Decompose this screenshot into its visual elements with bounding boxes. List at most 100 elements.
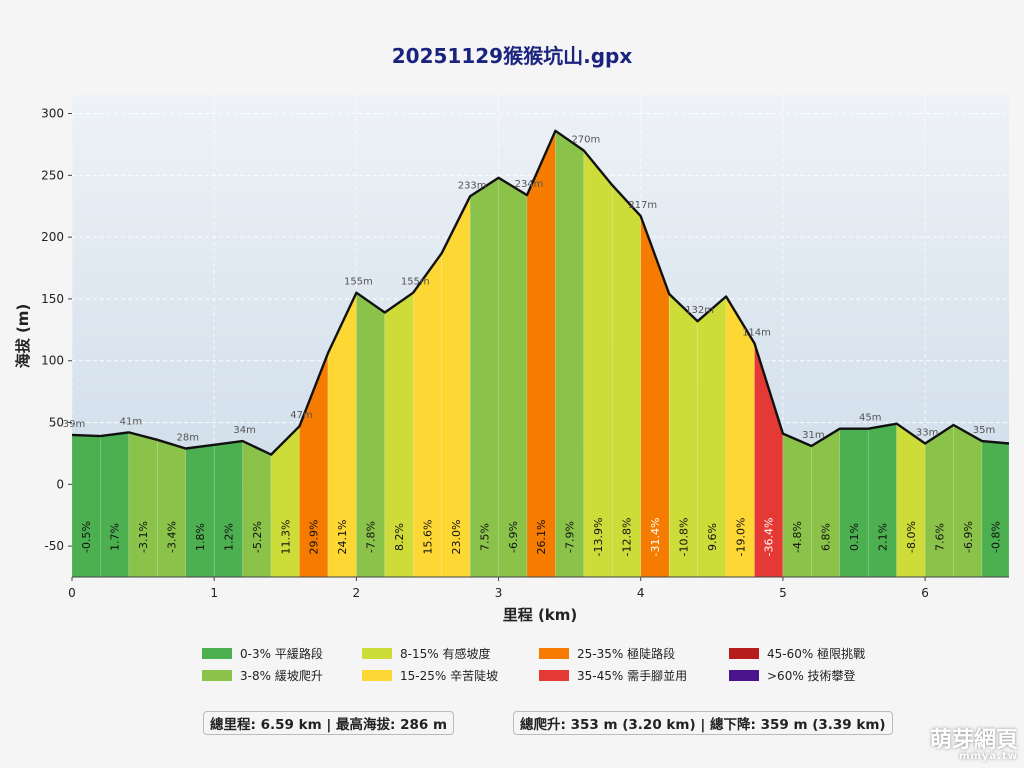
legend-item: 3-8% 緩坡爬升: [202, 667, 323, 684]
grade-label: -8.0%: [905, 521, 918, 553]
legend-label: 15-25% 辛苦陡坡: [400, 669, 499, 683]
grade-segment: [469, 177, 499, 578]
grade-segment: [583, 149, 613, 578]
grade-label: -19.0%: [734, 518, 747, 557]
elevation-label: 45m: [859, 413, 881, 424]
legend-swatch: [202, 648, 232, 659]
grade-label: -36.4%: [763, 518, 776, 557]
grade-label: -6.9%: [962, 521, 975, 553]
elevation-label: 132m: [685, 305, 714, 316]
elevation-label: 155m: [344, 277, 373, 288]
legend-item: 25-35% 極陡路段: [539, 645, 675, 662]
legend-item: 45-60% 極限挑戰: [729, 645, 865, 662]
watermark-sub: mmya.tw: [959, 751, 1018, 762]
stats-ascent-box: 總爬升: 353 m (3.20 km) | 總下降: 359 m (3.39 …: [513, 711, 893, 735]
grade-label: -12.8%: [621, 518, 634, 557]
elevation-label: 234m: [515, 179, 544, 190]
grade-segment: [896, 423, 926, 578]
grade-label: 1.8%: [194, 523, 207, 551]
elevation-label: 114m: [742, 327, 771, 338]
grade-label: -5.2%: [251, 521, 264, 553]
grade-label: 1.2%: [222, 523, 235, 551]
legend-label: 0-3% 平緩路段: [240, 647, 323, 661]
watermark: 萌芽網頁 mmya.tw: [930, 730, 1018, 762]
grade-legend: 0-3% 平緩路段 3-8% 緩坡爬升 8-15% 有感坡度 15-25% 辛苦陡坡 2…: [202, 645, 902, 689]
y-tick-label: -50: [44, 539, 64, 553]
grade-label: -6.9%: [507, 521, 520, 553]
legend-item: 15-25% 辛苦陡坡: [362, 667, 498, 684]
legend-label: 8-15% 有感坡度: [400, 647, 491, 661]
y-tick-label: 250: [41, 168, 64, 182]
legend-swatch: [362, 648, 392, 659]
grade-label: 29.9%: [308, 520, 321, 555]
grade-segment: [213, 440, 243, 578]
stats-ascent-text: 總爬升: 353 m (3.20 km) | 總下降: 359 m (3.39 …: [520, 717, 886, 733]
grade-segment: [100, 432, 130, 578]
grade-segment: [157, 439, 187, 578]
grade-segment: [498, 177, 528, 578]
legend-item: 35-45% 需手腳並用: [539, 667, 687, 684]
grade-label: -0.8%: [989, 521, 1002, 553]
x-axis-label: 里程 (km): [503, 606, 578, 624]
elevation-labels: 39m 41m 28m 34m 47m 155m 155m 233m 234m 270m 217m 1…: [63, 135, 995, 444]
legend-label: >60% 技術攀登: [767, 669, 856, 683]
elevation-label: 270m: [571, 135, 600, 146]
legend-label: 25-35% 極陡路段: [577, 647, 676, 661]
y-axis-label: 海拔 (m): [14, 304, 32, 369]
grade-label: -10.8%: [677, 518, 690, 557]
grade-label: -7.8%: [365, 521, 378, 553]
elevation-label: 155m: [401, 277, 430, 288]
elevation-label: 233m: [458, 180, 487, 191]
grade-label: 7.5%: [478, 523, 491, 551]
x-tick-label: 0: [68, 586, 76, 600]
legend-swatch: [202, 670, 232, 681]
elevation-label: 31m: [802, 430, 824, 441]
elevation-chart: -0.5% 1.7% -3.1% -3.4% 1.8% 1.2% -5.2% 11.3% 29.…: [14, 95, 1010, 624]
grade-segment: [782, 433, 812, 578]
axes: -50 0 50 100 150 200 250 300 0 1 2 3 4 5 6: [41, 107, 1009, 600]
legend-swatch: [539, 670, 569, 681]
grade-segment: [867, 423, 897, 578]
legend-label: 3-8% 緩坡爬升: [240, 669, 323, 683]
y-tick-label: 50: [49, 416, 64, 430]
grade-label: 2.1%: [876, 523, 889, 551]
stats-distance-text: 總里程: 6.59 km | 最高海拔: 286 m: [210, 717, 448, 733]
watermark-text: 萌芽網頁: [929, 728, 1018, 753]
grade-label: 24.1%: [336, 520, 349, 555]
legend-item: >60% 技術攀登: [729, 667, 856, 684]
grade-segment: [981, 440, 1010, 578]
elevation-label: 47m: [290, 410, 312, 421]
legend-item: 0-3% 平緩路段: [202, 645, 323, 662]
x-tick-label: 1: [210, 586, 218, 600]
grade-segment: [924, 424, 954, 578]
grade-label: 0.1%: [848, 523, 861, 551]
x-tick-label: 6: [921, 586, 929, 600]
x-tick-label: 5: [779, 586, 787, 600]
grade-segment: [811, 428, 841, 578]
grade-segment: [526, 130, 556, 578]
legend-item: 8-15% 有感坡度: [362, 645, 490, 662]
y-tick-label: 200: [41, 230, 64, 244]
x-tick-label: 4: [637, 586, 645, 600]
elevation-label: 33m: [916, 428, 938, 439]
elevation-label: 217m: [628, 200, 657, 211]
stats-distance-box: 總里程: 6.59 km | 最高海拔: 286 m: [203, 711, 455, 735]
grade-segment: [555, 130, 585, 578]
grade-label: -13.9%: [592, 518, 605, 557]
chart-title: 20251129猴猴坑山.gpx: [391, 44, 633, 68]
grade-label: 23.0%: [450, 520, 463, 555]
legend-label: 35-45% 需手腳並用: [577, 669, 688, 683]
grade-segment: [128, 432, 158, 578]
grade-label: 26.1%: [535, 520, 548, 555]
elevation-label: 39m: [63, 419, 85, 430]
grade-segment: [953, 424, 983, 578]
grade-label: 11.3%: [279, 520, 292, 555]
elevation-label: 41m: [120, 416, 142, 427]
grade-segment: [71, 434, 101, 578]
legend-swatch: [539, 648, 569, 659]
grade-label: 6.8%: [820, 523, 833, 551]
grade-label: 15.6%: [421, 520, 434, 555]
grade-segment: [242, 440, 272, 578]
elevation-line: [71, 129, 1010, 456]
grade-label: 8.2%: [393, 523, 406, 551]
